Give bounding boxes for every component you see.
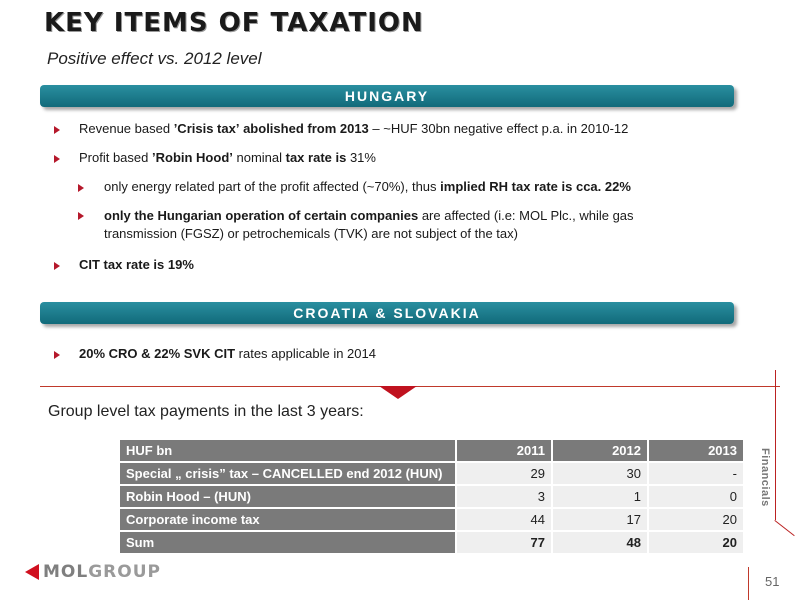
- mol-group-logo: MOLGROUP: [25, 562, 161, 582]
- section-side-label: Financials: [759, 448, 771, 507]
- side-rule: [775, 370, 776, 520]
- table-cell: 17: [551, 507, 649, 532]
- table-header-cell: 2011: [455, 438, 553, 463]
- table-cell: 0: [647, 484, 745, 509]
- table-row-label: Corporate income tax: [118, 507, 457, 532]
- table-row-label: Special „ crisis” tax – CANCELLED end 20…: [118, 461, 457, 486]
- sub-bullet-triangle-icon: [78, 212, 84, 220]
- bullet-robin-hood: Profit based ’Robin Hood’ nominal tax ra…: [79, 150, 376, 165]
- table-cell: 77: [455, 530, 553, 555]
- table-cell: 44: [455, 507, 553, 532]
- table-cell: 29: [455, 461, 553, 486]
- side-rule-diagonal: [774, 520, 795, 537]
- table-row: Corporate income tax 44 17 20: [118, 507, 745, 532]
- tax-payments-table: HUF bn 2011 2012 2013 Special „ crisis” …: [118, 438, 745, 555]
- bullet-triangle-icon: [54, 351, 60, 359]
- bullet-cro-svk-cit: 20% CRO & 22% SVK CIT rates applicable i…: [79, 346, 376, 361]
- table-cell: -: [647, 461, 745, 486]
- table-cell: 3: [455, 484, 553, 509]
- table-row: Special „ crisis” tax – CANCELLED end 20…: [118, 461, 745, 486]
- table-row: Robin Hood – (HUN) 3 1 0: [118, 484, 745, 509]
- bullet-triangle-icon: [54, 126, 60, 134]
- bullet-crisis-tax: Revenue based ’Crisis tax’ abolished fro…: [79, 121, 629, 136]
- sub-bullet-hungarian-operation: only the Hungarian operation of certain …: [104, 208, 634, 241]
- table-row-label: Robin Hood – (HUN): [118, 484, 457, 509]
- bullet-cit-rate: CIT tax rate is 19%: [79, 257, 194, 272]
- table-cell: 20: [647, 507, 745, 532]
- page-number-rule: [748, 567, 749, 600]
- bullet-triangle-icon: [54, 262, 60, 270]
- sub-bullet-triangle-icon: [78, 184, 84, 192]
- table-cell: 20: [647, 530, 745, 555]
- table-header-cell: 2012: [551, 438, 649, 463]
- page-number: 51: [765, 574, 780, 589]
- table-cell: 1: [551, 484, 649, 509]
- table-cell: 30: [551, 461, 649, 486]
- sub-bullet-energy: only energy related part of the profit a…: [104, 179, 631, 194]
- table-sum-row: Sum 77 48 20: [118, 530, 745, 555]
- table-header-cell: 2013: [647, 438, 745, 463]
- table-header-cell: HUF bn: [118, 438, 457, 463]
- page-title: KEY ITEMS OF TAXATION: [44, 8, 424, 38]
- bullet-triangle-icon: [54, 155, 60, 163]
- table-cell: 48: [551, 530, 649, 555]
- croatia-slovakia-band: CROATIA & SLOVAKIA: [40, 302, 734, 324]
- divider-arrow-icon: [379, 386, 417, 399]
- table-header-row: HUF bn 2011 2012 2013: [118, 438, 745, 463]
- group-tax-label: Group level tax payments in the last 3 y…: [48, 403, 364, 420]
- page-subtitle: Positive effect vs. 2012 level: [47, 49, 262, 68]
- table-row-label: Sum: [118, 530, 457, 555]
- mol-logo-icon: [25, 564, 39, 580]
- hungary-band: HUNGARY: [40, 85, 734, 107]
